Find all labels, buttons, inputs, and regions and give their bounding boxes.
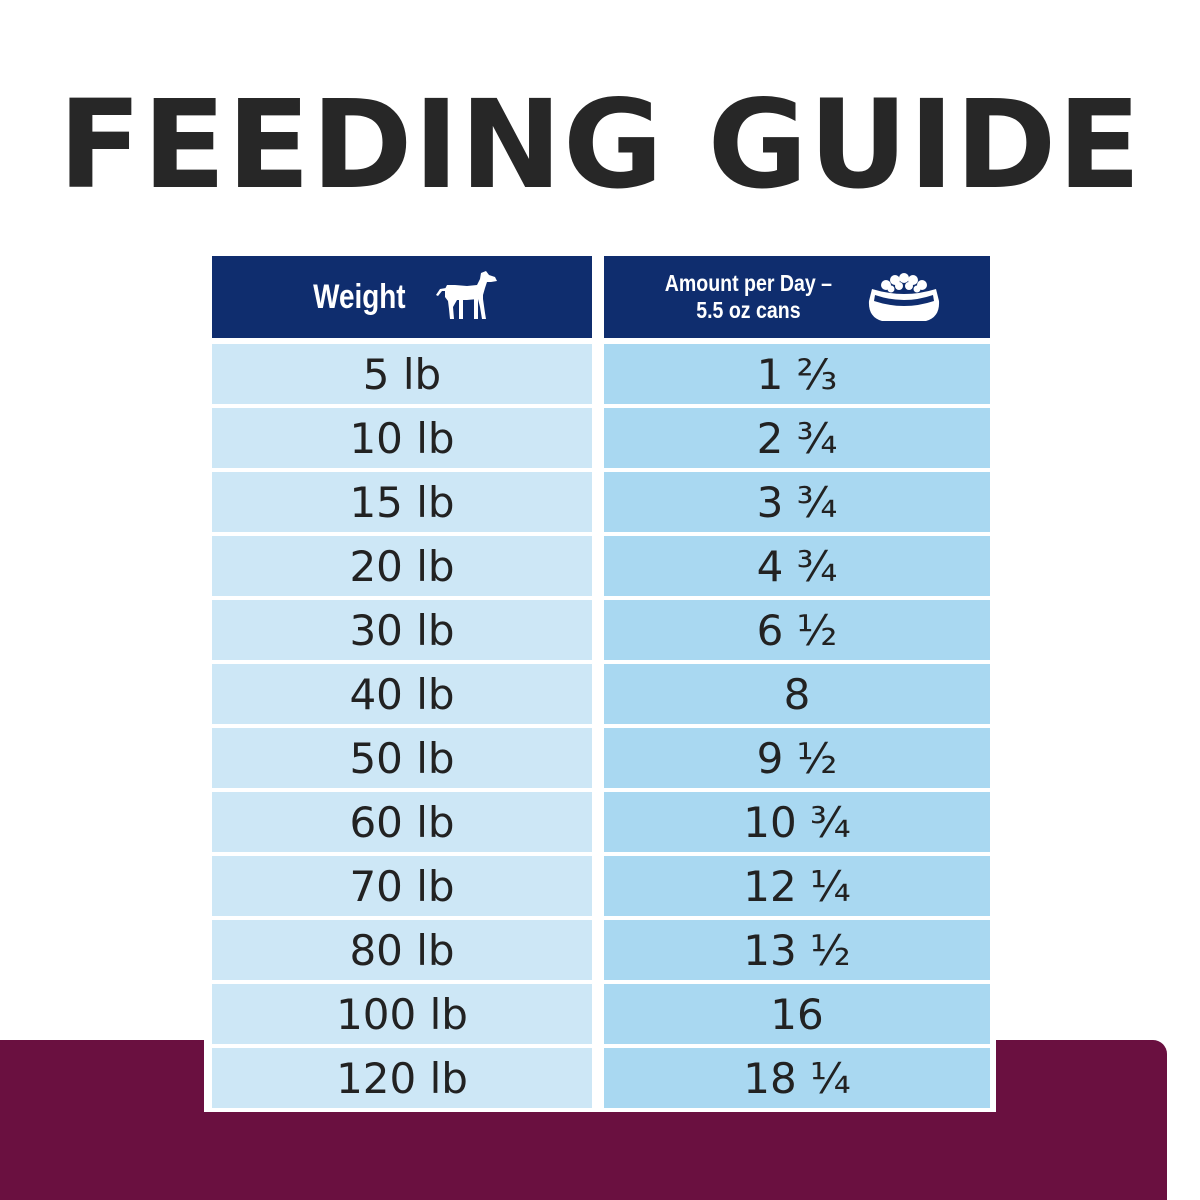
- header-amount-line1: Amount per Day –: [664, 270, 832, 296]
- amount-cell: 3 ¾: [604, 472, 990, 532]
- header-amount: Amount per Day – 5.5 oz cans: [604, 256, 990, 338]
- table-row: 10 lb 2 ¾: [212, 408, 990, 468]
- table-row: 5 lb 1 ⅔: [212, 344, 990, 404]
- amount-cell: 10 ¾: [604, 792, 990, 852]
- dog-icon: [433, 269, 501, 326]
- table-row: 50 lb 9 ½: [212, 728, 990, 788]
- weight-cell: 100 lb: [212, 984, 592, 1044]
- amount-cell: 6 ½: [604, 600, 990, 660]
- amount-cell: 8: [604, 664, 990, 724]
- weight-cell: 30 lb: [212, 600, 592, 660]
- page-title: FEEDING GUIDE: [58, 74, 1142, 216]
- weight-cell: 60 lb: [212, 792, 592, 852]
- weight-cell: 50 lb: [212, 728, 592, 788]
- table-row: 30 lb 6 ½: [212, 600, 990, 660]
- amount-cell: 1 ⅔: [604, 344, 990, 404]
- weight-cell: 5 lb: [212, 344, 592, 404]
- table-row: 60 lb 10 ¾: [212, 792, 990, 852]
- amount-cell: 9 ½: [604, 728, 990, 788]
- amount-cell: 12 ¼: [604, 856, 990, 916]
- feeding-table-rows: 5 lb 1 ⅔ 10 lb 2 ¾ 15 lb 3 ¾ 20 lb 4 ¾ 3…: [212, 344, 990, 1112]
- weight-cell: 15 lb: [212, 472, 592, 532]
- weight-cell: 40 lb: [212, 664, 592, 724]
- weight-cell: 70 lb: [212, 856, 592, 916]
- amount-cell: 16: [604, 984, 990, 1044]
- weight-cell: 20 lb: [212, 536, 592, 596]
- amount-cell: 2 ¾: [604, 408, 990, 468]
- table-row: 20 lb 4 ¾: [212, 536, 990, 596]
- table-row: 80 lb 13 ½: [212, 920, 990, 980]
- amount-cell: 18 ¼: [604, 1048, 990, 1108]
- table-row: 15 lb 3 ¾: [212, 472, 990, 532]
- header-weight-label: Weight: [312, 277, 406, 316]
- amount-cell: 4 ¾: [604, 536, 990, 596]
- table-row: 100 lb 16: [212, 984, 990, 1044]
- header-weight: Weight: [212, 256, 592, 338]
- header-amount-line2: 5.5 oz cans: [695, 297, 801, 323]
- weight-cell: 10 lb: [212, 408, 592, 468]
- table-row: 40 lb 8: [212, 664, 990, 724]
- header-amount-label: Amount per Day – 5.5 oz cans: [664, 270, 831, 324]
- weight-cell: 120 lb: [212, 1048, 592, 1108]
- amount-cell: 13 ½: [604, 920, 990, 980]
- food-bowl-icon: [864, 265, 944, 330]
- table-row: 70 lb 12 ¼: [212, 856, 990, 916]
- weight-cell: 80 lb: [212, 920, 592, 980]
- table-row: 120 lb 18 ¼: [212, 1048, 990, 1108]
